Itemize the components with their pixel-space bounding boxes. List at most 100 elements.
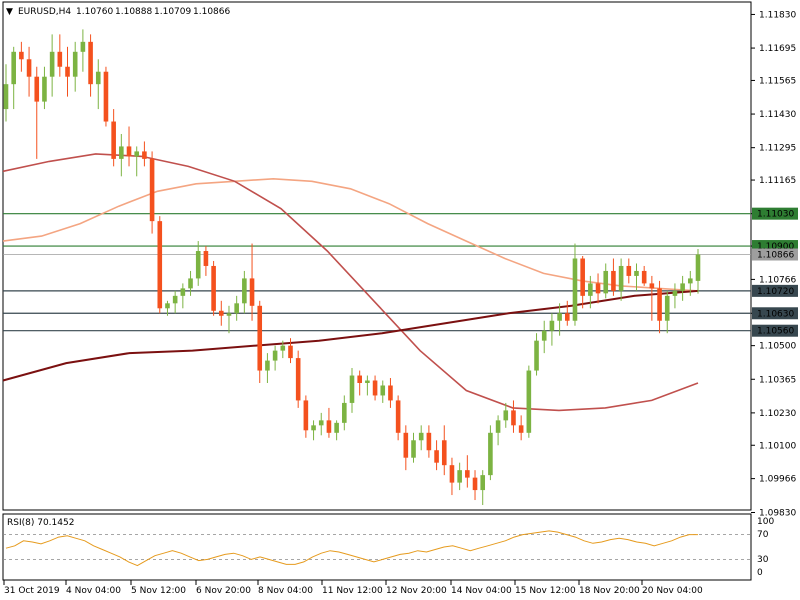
y-tick-label: 1.10230 — [759, 409, 796, 419]
rsi-label: RSI(8) 70.1452 — [7, 518, 74, 528]
close-value: 1.10866 — [193, 7, 230, 17]
candle-body — [511, 410, 516, 426]
candle-body — [480, 475, 486, 491]
candle-body — [334, 422, 339, 433]
candle-body — [688, 278, 693, 284]
level-tag-bg — [752, 324, 798, 337]
candle-body — [365, 380, 370, 383]
x-tick-label: 20 Nov 04:00 — [642, 586, 703, 596]
level-tag-bg — [752, 207, 798, 220]
candle-body — [80, 41, 86, 52]
candle-body — [465, 470, 470, 478]
candle-body — [49, 51, 55, 77]
rsi-panel-border — [2, 513, 752, 581]
candle-body — [126, 146, 132, 157]
candle-body — [295, 358, 301, 401]
candle-body — [149, 158, 155, 222]
candle-body — [495, 420, 501, 433]
rsi-level-100: 100 — [757, 517, 774, 527]
low-value: 1.10709 — [154, 7, 191, 17]
candle-body — [657, 288, 662, 321]
candle-body — [95, 71, 101, 85]
candle-body — [119, 146, 124, 159]
collapse-arrow-icon[interactable]: ▼ — [6, 7, 13, 17]
main-panel-border — [2, 1, 752, 511]
moving-averages — [2, 153, 699, 412]
candle-body — [3, 84, 9, 110]
candle-body — [26, 59, 32, 77]
candle-body — [11, 51, 16, 85]
candle-body — [242, 278, 247, 304]
candle-body — [57, 51, 63, 67]
x-tick-label: 8 Nov 04:00 — [258, 586, 313, 596]
y-tick-label: 1.10365 — [759, 375, 796, 385]
candle-body — [103, 71, 109, 122]
candle-body — [626, 265, 632, 276]
candle-body — [257, 305, 263, 371]
level-tag-bg — [752, 248, 798, 261]
y-tick-label: 1.11830 — [759, 10, 796, 20]
candles — [3, 29, 701, 506]
y-tick-label: 1.11565 — [759, 76, 796, 86]
candle-body — [549, 320, 555, 331]
level-tag-label: 1.11030 — [757, 210, 794, 220]
candle-body — [288, 345, 293, 359]
x-tick-label: 14 Nov 04:00 — [451, 586, 512, 596]
rsi-lines — [3, 530, 751, 567]
candle-body — [326, 420, 332, 433]
candle-body — [311, 425, 316, 431]
y-tick-label: 1.09830 — [759, 508, 796, 518]
symbol-label: EURUSD,H4 — [18, 7, 71, 17]
x-tick-label: 4 Nov 04:00 — [66, 586, 121, 596]
y-tick-label: 1.11165 — [759, 176, 796, 186]
candle-body — [249, 278, 255, 306]
candle-body — [211, 265, 216, 311]
candle-body — [157, 221, 163, 309]
candle-body — [695, 254, 701, 281]
candle-body — [42, 76, 47, 102]
candle-body — [72, 51, 78, 77]
candle-body — [142, 151, 147, 159]
candle-body — [488, 432, 493, 476]
candle-body — [372, 380, 378, 396]
high-value: 1.10888 — [115, 7, 152, 17]
candle-body — [411, 440, 416, 458]
candle-body — [518, 425, 524, 433]
candle-body — [188, 278, 193, 289]
x-tick-label: 12 Nov 20:00 — [386, 586, 447, 596]
candle-body — [472, 477, 478, 491]
candle-body — [226, 313, 232, 316]
candle-body — [234, 303, 239, 314]
horizontal-levels — [3, 213, 751, 332]
candle-body — [664, 295, 670, 321]
candle-body — [180, 288, 186, 296]
level-tag-label: 1.10900 — [757, 242, 794, 252]
y-tick-label: 1.10766 — [759, 275, 796, 285]
candle-body — [134, 151, 140, 157]
candle-body — [172, 295, 178, 304]
candle-body — [526, 370, 532, 433]
candle-body — [388, 385, 393, 401]
x-tick-label: 6 Nov 20:00 — [196, 586, 251, 596]
candle-body — [680, 283, 685, 291]
candle-body — [611, 270, 616, 291]
candle-body — [349, 375, 355, 403]
candle-body — [165, 303, 170, 309]
candle-body — [195, 251, 201, 279]
y-tick-label: 1.11430 — [759, 110, 796, 120]
moving-average-line-1 — [2, 153, 699, 412]
open-value: 1.10760 — [76, 7, 113, 17]
candle-body — [441, 440, 447, 466]
candle-body — [218, 310, 224, 316]
candle-body — [557, 313, 562, 321]
level-tag-bg — [752, 307, 798, 320]
candle-body — [457, 470, 462, 483]
x-tick-label: 15 Nov 12:00 — [515, 586, 576, 596]
y-tick-label: 1.10500 — [759, 342, 796, 352]
candle-body — [641, 270, 647, 284]
moving-average-line-0 — [2, 177, 699, 292]
rsi-line — [5, 530, 698, 567]
candle-body — [395, 400, 401, 433]
x-tick-label: 11 Nov 12:00 — [322, 586, 383, 596]
